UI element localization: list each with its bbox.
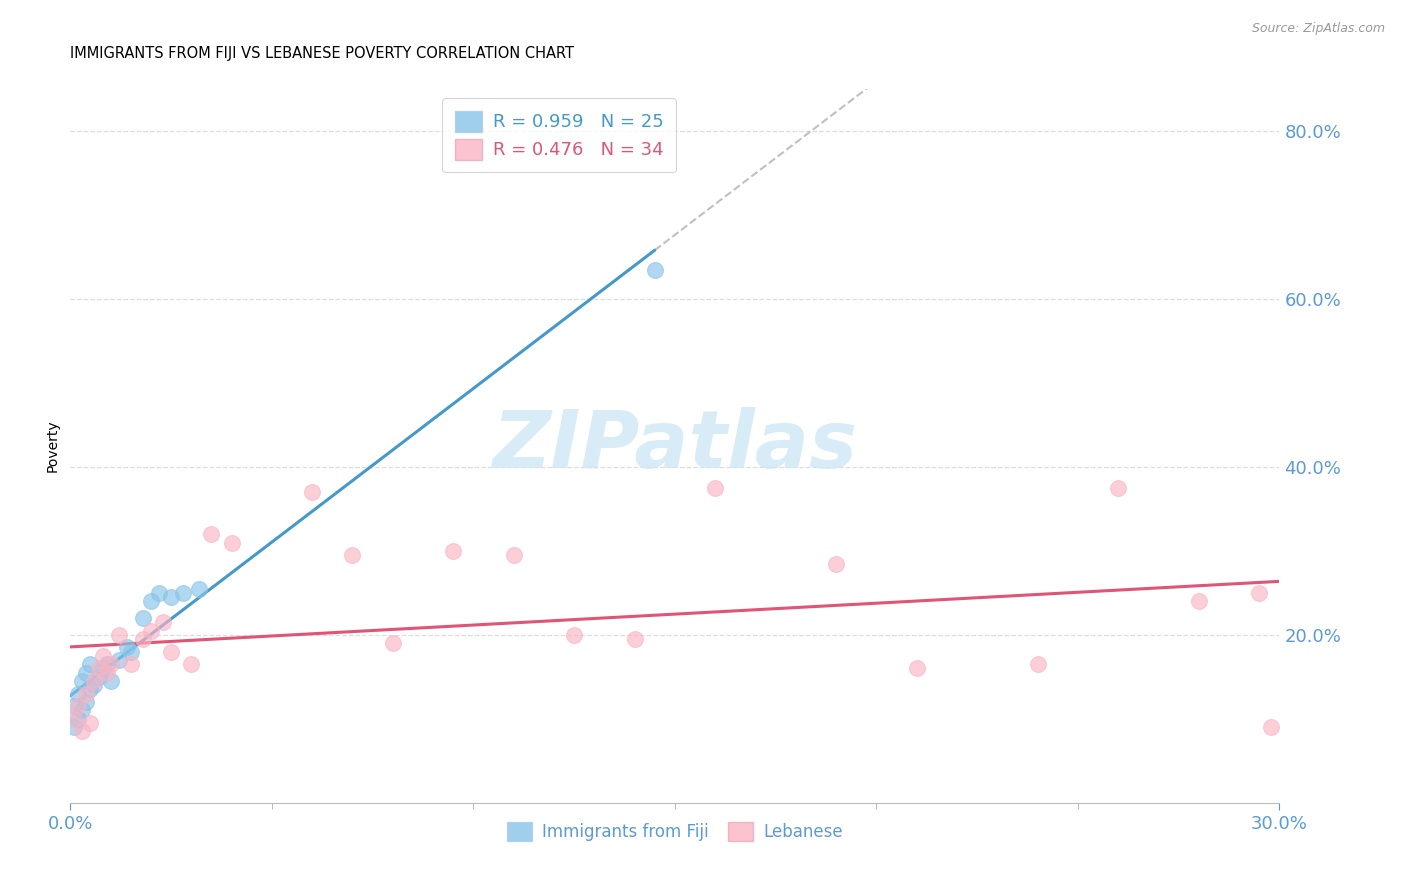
Point [1249, 586, 1271, 600]
Point [139, 594, 162, 608]
Point [1188, 594, 1211, 608]
Point [221, 535, 243, 549]
Point [180, 657, 202, 672]
Point [72, 674, 94, 689]
Point [381, 636, 404, 650]
Point [75, 665, 97, 680]
Point [120, 657, 142, 672]
Point [87, 670, 110, 684]
Point [441, 544, 464, 558]
Point [905, 661, 928, 675]
Point [200, 527, 222, 541]
Point [72, 724, 94, 739]
Point [107, 628, 129, 642]
Point [83, 678, 105, 692]
Point [139, 624, 162, 638]
Point [120, 645, 142, 659]
Point [1260, 720, 1282, 734]
Point [704, 481, 727, 495]
Point [148, 586, 170, 600]
Point [63, 712, 86, 726]
Point [502, 548, 524, 562]
Legend: Immigrants from Fiji, Lebanese: Immigrants from Fiji, Lebanese [501, 815, 849, 848]
Point [115, 640, 138, 655]
Point [301, 485, 323, 500]
Point [75, 695, 97, 709]
Point [562, 628, 585, 642]
Point [100, 674, 122, 689]
Point [87, 661, 110, 675]
Point [1107, 481, 1129, 495]
Point [132, 611, 155, 625]
Point [160, 590, 183, 604]
Point [825, 557, 848, 571]
Y-axis label: Poverty: Poverty [45, 420, 59, 472]
Point [188, 582, 211, 596]
Point [67, 699, 90, 714]
Point [132, 632, 155, 646]
Point [107, 653, 129, 667]
Point [91, 661, 114, 675]
Text: ZIPatlas: ZIPatlas [492, 407, 858, 485]
Text: Source: ZipAtlas.com: Source: ZipAtlas.com [1251, 22, 1385, 36]
Point [1026, 657, 1049, 672]
Point [96, 657, 118, 672]
Point [152, 615, 174, 630]
Point [79, 657, 101, 672]
Point [96, 665, 118, 680]
Point [644, 262, 666, 277]
Point [172, 586, 194, 600]
Point [67, 687, 90, 701]
Text: IMMIGRANTS FROM FIJI VS LEBANESE POVERTY CORRELATION CHART: IMMIGRANTS FROM FIJI VS LEBANESE POVERTY… [70, 45, 574, 61]
Point [63, 699, 86, 714]
Point [160, 645, 183, 659]
Point [67, 712, 90, 726]
Point [75, 687, 97, 701]
Point [79, 716, 101, 731]
Point [100, 657, 122, 672]
Point [79, 682, 101, 697]
Point [342, 548, 364, 562]
Point [91, 648, 114, 663]
Point [63, 720, 86, 734]
Point [72, 703, 94, 717]
Point [83, 674, 105, 689]
Point [623, 632, 645, 646]
